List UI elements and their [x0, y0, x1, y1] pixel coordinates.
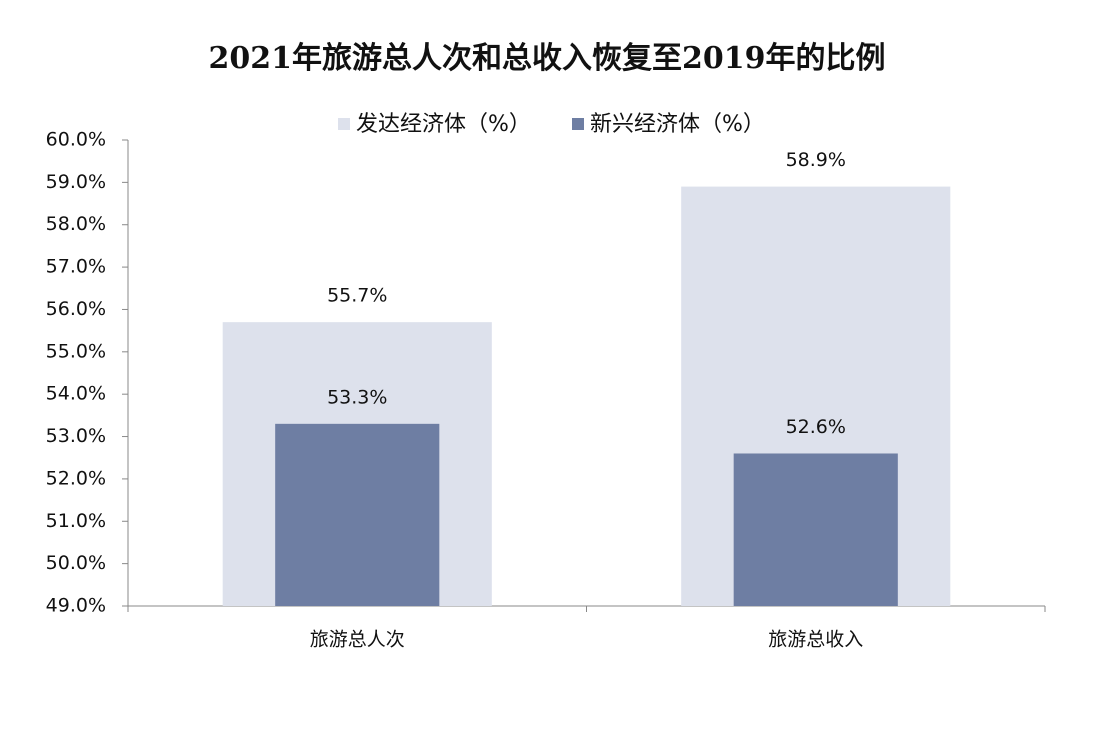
y-tick-label: 52.0%	[46, 467, 106, 489]
y-tick-label: 60.0%	[46, 129, 106, 151]
legend-swatch	[338, 118, 350, 130]
y-tick-label: 51.0%	[46, 510, 106, 532]
bar	[733, 453, 898, 606]
value-label: 52.6%	[786, 416, 846, 438]
y-tick-label: 53.0%	[46, 425, 106, 447]
legend-swatch	[572, 118, 584, 130]
y-tick-label: 50.0%	[46, 552, 106, 574]
y-tick-label: 57.0%	[46, 256, 106, 278]
y-tick-label: 58.0%	[46, 213, 106, 235]
value-label: 55.7%	[327, 285, 387, 307]
bar	[275, 423, 440, 606]
y-tick-label: 59.0%	[46, 171, 106, 193]
y-tick-label: 54.0%	[46, 383, 106, 405]
y-tick-label: 56.0%	[46, 298, 106, 320]
legend-label: 发达经济体（%）	[356, 112, 531, 137]
x-tick-label: 旅游总人次	[310, 629, 405, 651]
value-label: 58.9%	[786, 149, 846, 171]
chart-title: 2021年旅游总人次和总收入恢复至2019年的比例	[209, 41, 886, 76]
x-tick-label: 旅游总收入	[768, 629, 863, 651]
value-label: 53.3%	[327, 386, 387, 408]
legend-label: 新兴经济体（%）	[590, 112, 765, 137]
y-tick-label: 55.0%	[46, 340, 106, 362]
y-tick-label: 49.0%	[46, 595, 106, 617]
